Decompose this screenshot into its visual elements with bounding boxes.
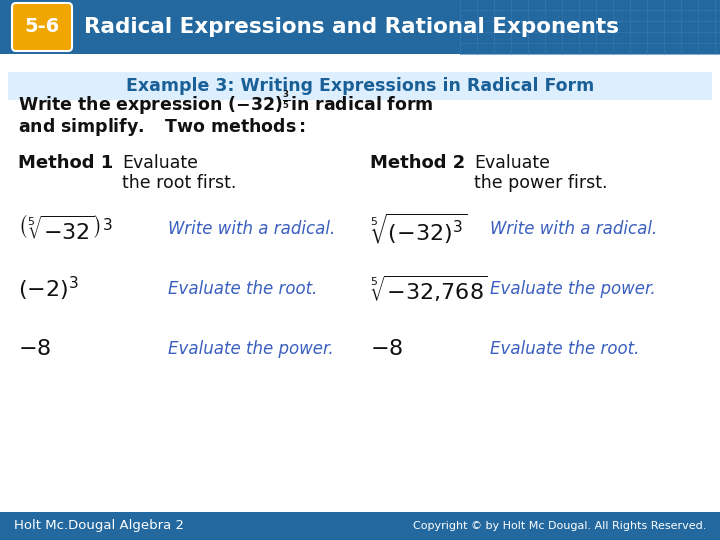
Text: Evaluate the power.: Evaluate the power. (490, 280, 656, 298)
Text: Copyright © by Holt Mc Dougal. All Rights Reserved.: Copyright © by Holt Mc Dougal. All Right… (413, 521, 706, 531)
Text: $\sqrt[5]{\left(-32\right)^3}$: $\sqrt[5]{\left(-32\right)^3}$ (370, 212, 468, 246)
Text: Evaluate the root.: Evaluate the root. (168, 280, 318, 298)
Text: $\mathbf{and\ simplify.\ \ \ Two\ methods:}$: $\mathbf{and\ simplify.\ \ \ Two\ method… (18, 116, 306, 138)
Text: 5-6: 5-6 (24, 17, 60, 37)
Bar (0, 0, 720, 54)
Text: $-8$: $-8$ (18, 339, 51, 359)
Text: Evaluate: Evaluate (474, 154, 550, 172)
Text: Evaluate the power.: Evaluate the power. (168, 340, 333, 358)
Text: Evaluate the root.: Evaluate the root. (490, 340, 639, 358)
Text: $\mathbf{Write\ the\ expression\ }$$\mathbf{(-32)^{\frac{3}{5}}}$$\mathbf{in\ ra: $\mathbf{Write\ the\ expression\ }$$\mat… (18, 90, 433, 118)
Text: Example 3: Writing Expressions in Radical Form: Example 3: Writing Expressions in Radica… (126, 77, 594, 95)
Text: Write with a radical.: Write with a radical. (168, 220, 336, 238)
Text: $\left(\sqrt[5]{-32}\right)^3$: $\left(\sqrt[5]{-32}\right)^3$ (18, 214, 112, 244)
Text: the root first.: the root first. (122, 174, 236, 192)
Text: Evaluate: Evaluate (122, 154, 198, 172)
Text: $\sqrt[5]{-32{,}768}$: $\sqrt[5]{-32{,}768}$ (370, 274, 488, 304)
Text: Method 2: Method 2 (370, 154, 465, 172)
Text: Write with a radical.: Write with a radical. (490, 220, 657, 238)
Text: Radical Expressions and Rational Exponents: Radical Expressions and Rational Exponen… (84, 17, 619, 37)
Text: Holt Mc.Dougal Algebra 2: Holt Mc.Dougal Algebra 2 (14, 519, 184, 532)
Text: $(-2)^3$: $(-2)^3$ (18, 275, 79, 303)
FancyBboxPatch shape (12, 3, 72, 51)
Text: Method 1: Method 1 (18, 154, 113, 172)
Text: the power first.: the power first. (474, 174, 608, 192)
Bar (8, 72, 712, 100)
Text: $-8$: $-8$ (370, 339, 403, 359)
Bar (0, 512, 720, 540)
